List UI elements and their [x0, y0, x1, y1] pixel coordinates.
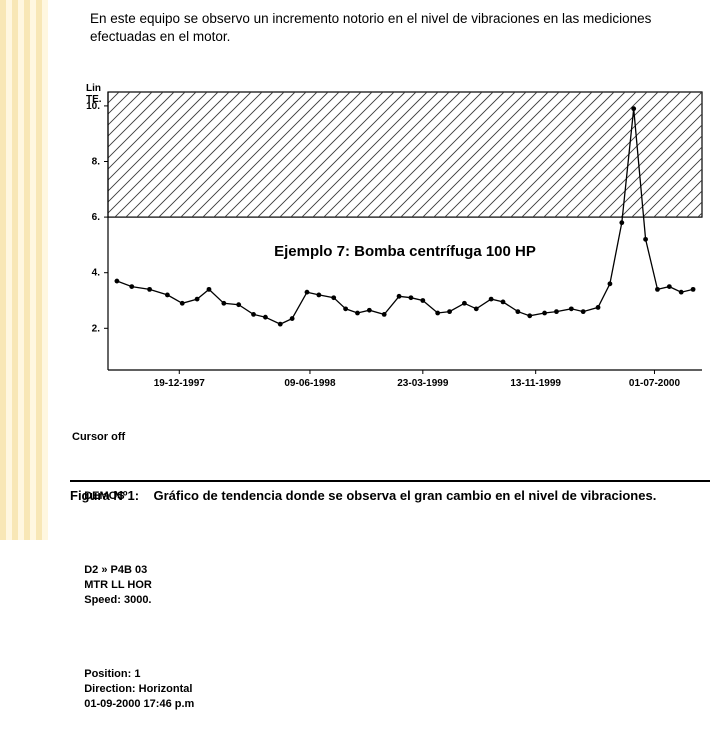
figure-text: Gráfico de tendencia donde se observa el…	[153, 488, 656, 503]
cursor-line: Cursor off	[72, 430, 239, 445]
meta-d2: D2 » P4B 03	[84, 563, 239, 578]
svg-text:09-06-1998: 09-06-1998	[284, 378, 336, 389]
svg-text:10.: 10.	[86, 101, 100, 112]
side-stripe	[0, 0, 48, 540]
svg-text:Lin: Lin	[86, 83, 101, 94]
svg-text:4.: 4.	[92, 268, 101, 279]
figure-caption: Figura Nº1: Gráfico de tendencia donde s…	[70, 480, 710, 503]
intro-text: En este equipo se observo un incremento …	[90, 10, 690, 46]
svg-text:Ejemplo 7: Bomba centrífuga 10: Ejemplo 7: Bomba centrífuga 100 HP	[274, 243, 536, 260]
svg-text:8.: 8.	[92, 157, 101, 168]
meta-line2: D2 » P4B 03 MTR LL HOR Speed: 3000.	[72, 548, 239, 622]
svg-text:19-12-1997: 19-12-1997	[154, 378, 206, 389]
content-block: En este equipo se observo un incremento …	[90, 10, 690, 64]
meta-pos: Position: 1	[84, 667, 239, 682]
svg-text:6.: 6.	[92, 212, 101, 223]
meta-mtr: MTR LL HOR	[84, 578, 234, 593]
svg-text:2.: 2.	[92, 323, 101, 334]
cursor-meta: Cursor off DEMOS D2 » P4B 03 MTR LL HOR …	[72, 400, 239, 741]
svg-text:13-11-1999: 13-11-1999	[510, 378, 561, 389]
meta-date: 01-09-2000 17:46 p.m	[84, 697, 194, 712]
meta-dir: Direction: Horizontal	[84, 682, 234, 697]
figure-label: Figura Nº1:	[70, 488, 139, 503]
svg-text:01-07-2000: 01-07-2000	[629, 378, 681, 389]
chart-svg: LinTE.2.4.6.8.10.19-12-199709-06-199823-…	[70, 80, 710, 400]
meta-line3: Position: 1 Direction: Horizontal 01-09-…	[72, 652, 239, 726]
meta-speed: Speed: 3000.	[84, 593, 151, 608]
svg-text:23-03-1999: 23-03-1999	[397, 378, 449, 389]
